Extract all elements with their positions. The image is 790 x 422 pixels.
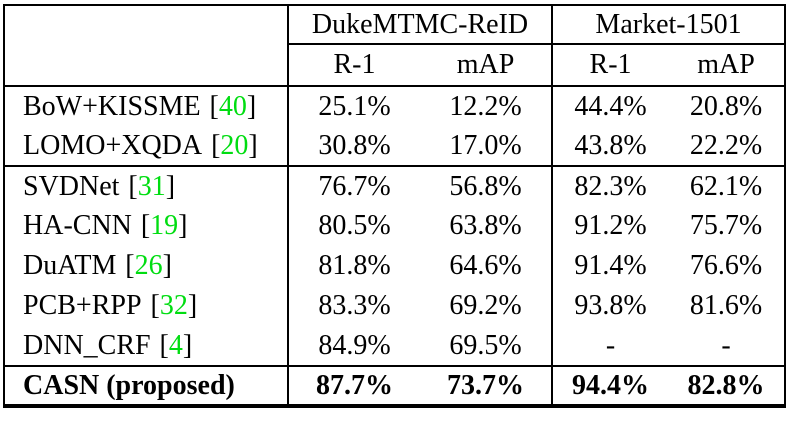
method-name: DuATM [23,250,117,281]
citation-ref[interactable]: 4 [160,330,193,361]
market-r1-value: 43.8% [552,126,669,167]
citation-ref[interactable]: 32 [151,290,198,321]
duke-map-value: 63.8% [420,206,554,246]
market-map-value: - [668,326,786,367]
duke-map-value: 73.7% [420,366,554,406]
market-r1-value: 91.2% [574,210,647,241]
market-map-value: 75.7% [689,210,763,241]
duke-r1-value: 30.8% [288,126,420,167]
method-name: HA-CNN [23,210,132,241]
duke-r1-value: 83.3% [318,290,391,321]
market-r1-value: 93.8% [574,290,647,321]
market-map-value: 81.6% [689,290,763,321]
row-duatm: DuATM 26 81.8% 64.6% 91.4% 76.6% [4,246,785,286]
citation-number: 4 [168,329,183,361]
method-cell: CASN (proposed) [4,366,289,406]
citation-ref[interactable]: 19 [141,210,188,241]
duke-map-value: 69.5% [420,326,554,367]
duke-map-value: 56.8% [420,166,554,206]
column-group-market1501: Market-1501 [552,5,786,45]
market-map-value: 62.1% [689,170,763,202]
method-cell: BoW+KISSME 40 [4,86,289,126]
citation-number: 31 [137,170,166,202]
row-svdnet: SVDNet 31 76.7% 56.8% 82.3% 62.1% [4,166,785,206]
duke-map-value: 64.6% [420,246,554,286]
header-duke-r1: R-1 [288,44,420,87]
method-cell: SVDNet 31 [4,166,289,206]
method-name: DNN_CRF [23,329,151,361]
duke-r1-value: 76.7% [318,170,391,202]
dataset-header-row: DukeMTMC-ReID Market-1501 [4,5,786,87]
row-bow-kissme: BoW+KISSME 40 25.1% 12.2% 44.4% 20.8% [4,86,785,126]
duke-map-value: 17.0% [420,126,554,167]
metric-header-row: R-1 mAP R-1 mAP [4,44,786,87]
header-market-r1: R-1 [552,44,669,87]
row-casn-proposed: CASN (proposed) 87.7% 73.7% 94.4% 82.8% [4,366,785,406]
method-cell: LOMO+XQDA 20 [4,126,289,167]
duke-r1-value: 80.5% [318,210,391,241]
citation-number: 20 [220,129,249,161]
reid-results-table: DukeMTMC-ReID Market-1501 R-1 mAP R-1 mA… [3,4,787,408]
corner-cell [4,5,289,87]
method-cell: DNN_CRF 4 [4,326,289,367]
duke-r1-value: 25.1% [318,90,391,122]
row-dnn-crf: DNN_CRF 4 84.9% 69.5% - - [4,326,786,367]
market-r1-value: 82.3% [574,170,647,202]
market-r1-value: 94.4% [572,369,650,401]
method-cell: PCB+RPP 32 [4,286,289,326]
method-cell: DuATM 26 [4,246,289,286]
row-pcb-rpp: PCB+RPP 32 83.3% 69.2% 93.8% 81.6% [4,286,785,326]
duke-r1-value: 81.8% [318,250,391,281]
row-lomo-xqda: LOMO+XQDA 20 30.8% 17.0% 43.8% 22.2% [4,126,786,167]
duke-r1-value: 84.9% [288,326,420,367]
duke-map-value: 12.2% [420,86,554,126]
duke-map-value: 69.2% [420,286,554,326]
market-r1-value: 44.4% [574,90,647,122]
citation-number: 40 [218,90,247,122]
row-ha-cnn: HA-CNN 19 80.5% 63.8% 91.2% 75.7% [4,206,785,246]
method-name: CASN (proposed) [23,369,235,401]
citation-ref[interactable]: 40 [210,91,257,122]
header-market-map: mAP [668,44,786,87]
citation-ref[interactable]: 31 [128,171,175,202]
method-name: SVDNet [23,170,120,202]
method-cell: HA-CNN 19 [4,206,289,246]
citation-number: 19 [150,210,179,241]
citation-number: 26 [134,250,163,281]
citation-ref[interactable]: 26 [125,250,172,281]
method-name: PCB+RPP [23,290,142,321]
market-map-value: 20.8% [689,90,763,122]
duke-r1-value: 87.7% [316,369,393,401]
market-map-value: 76.6% [689,250,763,281]
market-map-value: 22.2% [668,126,786,167]
citation-number: 32 [159,290,188,321]
citation-ref[interactable]: 20 [211,130,258,161]
column-group-dukemtmc: DukeMTMC-ReID [288,5,554,45]
method-name: LOMO+XQDA [23,129,203,161]
market-map-value: 82.8% [687,369,765,401]
method-name: BoW+KISSME [23,90,201,122]
market-r1-value: - [552,326,669,367]
header-duke-map: mAP [420,44,554,87]
market-r1-value: 91.4% [574,250,647,281]
